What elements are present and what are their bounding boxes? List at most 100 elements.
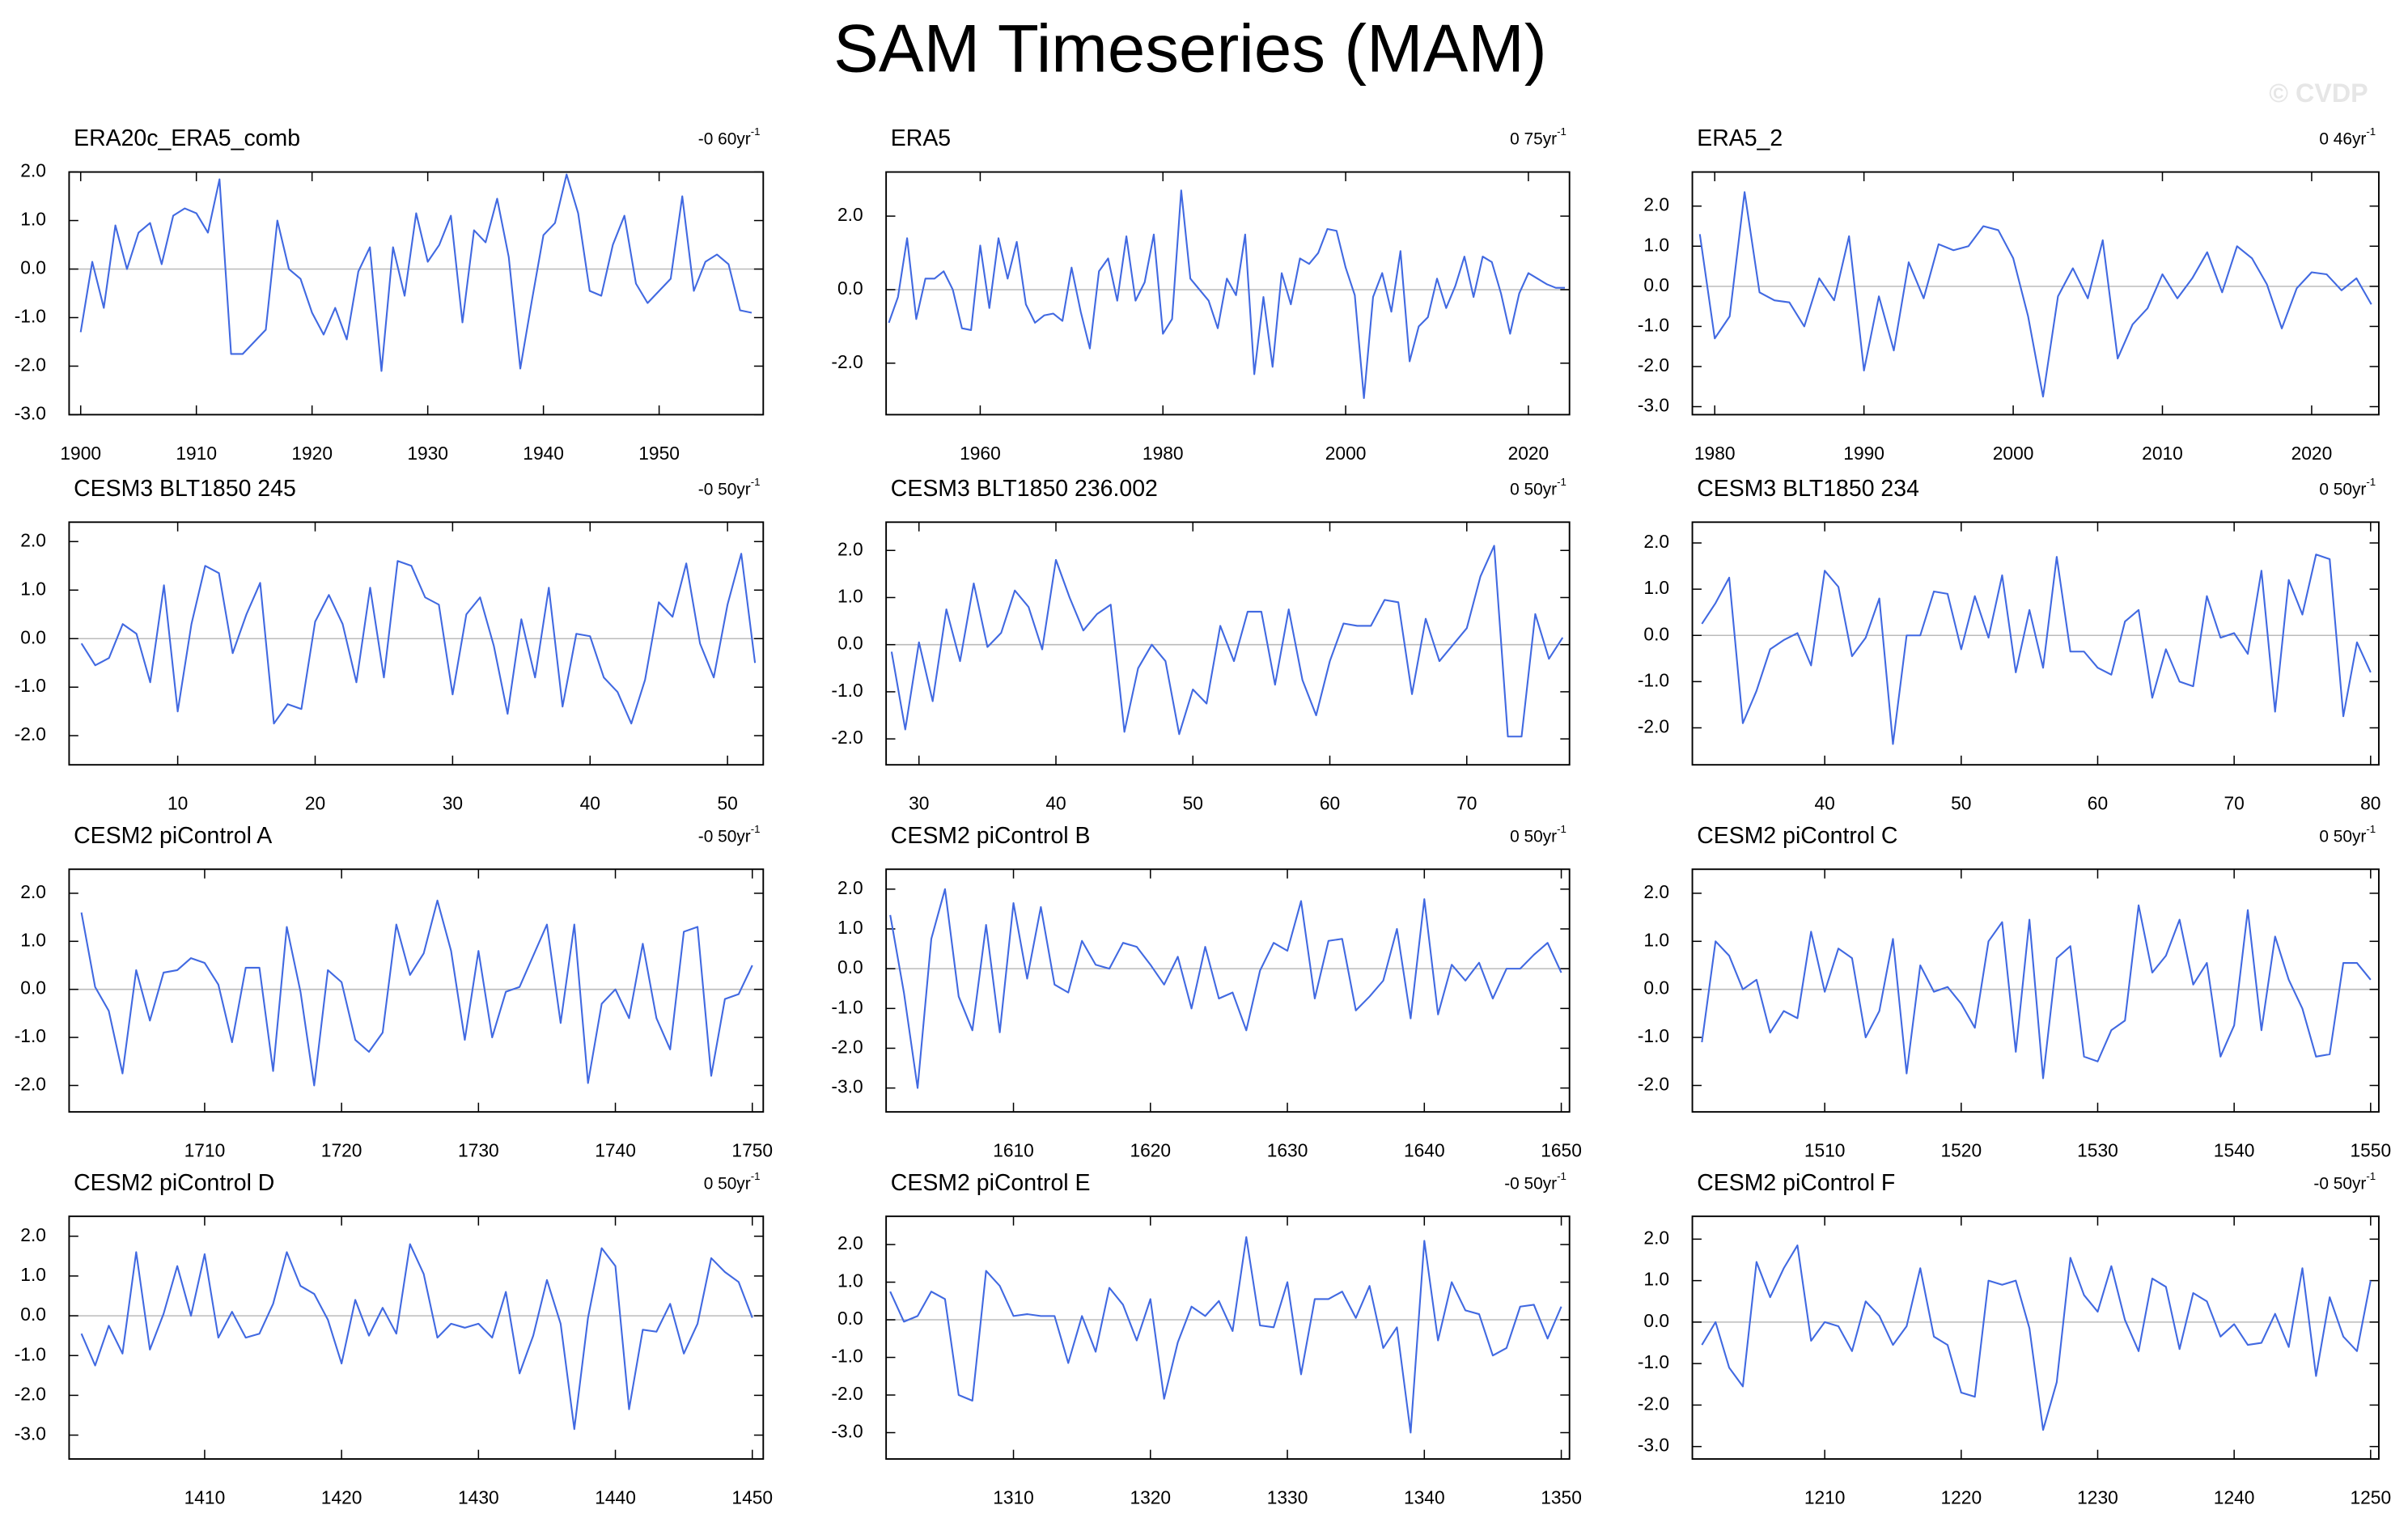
series-line	[889, 1236, 1562, 1434]
y-tick-label: 1.0	[837, 917, 863, 938]
y-tick-label: 0.0	[1643, 977, 1669, 999]
y-tick-label: 1.0	[837, 585, 863, 606]
y-tick-label: -1.0	[15, 1343, 46, 1364]
series-line	[889, 888, 1562, 1089]
x-tick-label: 60	[1320, 793, 1340, 814]
x-tick-label: 1910	[176, 443, 217, 464]
panel-title: CESM3 BLT1850 234	[1697, 476, 1919, 502]
trend-value: 0 50yr	[2319, 827, 2366, 846]
y-tick-label: 0.0	[837, 956, 863, 977]
x-tick-label: 2020	[2291, 443, 2333, 464]
trend-exponent: -1	[1557, 822, 1566, 834]
y-tick-label: 1.0	[1643, 929, 1669, 950]
y-tick-label: -2.0	[15, 723, 46, 744]
trend-value: 0 50yr	[2319, 480, 2366, 498]
series-line	[890, 545, 1564, 738]
y-tick-label: 1.0	[837, 1270, 863, 1291]
figure-title: SAM Timeseries (MAM)	[833, 10, 1546, 86]
x-tick-label: 1420	[321, 1486, 362, 1507]
y-tick-label: 0.0	[837, 278, 863, 299]
x-tick-label: 1220	[1940, 1486, 1982, 1507]
x-tick-label: 50	[1183, 793, 1203, 814]
x-tick-label: 1430	[458, 1486, 499, 1507]
trend-value: 0 50yr	[1510, 480, 1557, 498]
x-tick-label: 1980	[1143, 443, 1184, 464]
trend-label: 0 50yr-1	[2319, 475, 2376, 498]
y-tick-label: -1.0	[1638, 1025, 1669, 1046]
x-tick-label: 1330	[1267, 1486, 1308, 1507]
x-tick-label: 70	[2224, 793, 2244, 814]
y-tick-label: 2.0	[1643, 531, 1669, 552]
x-tick-label: 1250	[2350, 1486, 2391, 1507]
x-tick-label: 1550	[2350, 1139, 2391, 1160]
panel: CESM2 piControl D 0 50yr-1 -3.0 -2.0 -1.0 0.0…	[15, 1169, 773, 1507]
y-tick-label: -3.0	[831, 1421, 863, 1442]
x-tick-label: 40	[1045, 793, 1066, 814]
panel-title: ERA20c_ERA5_comb	[74, 125, 300, 151]
panel: CESM2 piControl A -0 50yr-1 -2.0 -1.0 0.0 1.0…	[15, 822, 773, 1160]
x-tick-label: 1340	[1404, 1486, 1445, 1507]
y-tick-label: -1.0	[15, 306, 46, 327]
trend-label: 0 50yr-1	[2319, 822, 2376, 845]
x-tick-label: 1950	[638, 443, 680, 464]
trend-exponent: -1	[1557, 1169, 1566, 1181]
x-tick-label: 70	[1456, 793, 1477, 814]
y-tick-label: 1.0	[1643, 1269, 1669, 1290]
y-tick-label: -1.0	[1638, 1351, 1669, 1372]
panel: CESM2 piControl B 0 50yr-1 -3.0 -2.0 -1.0 0.0…	[831, 822, 1581, 1160]
trend-exponent: -1	[751, 475, 761, 487]
y-tick-label: -1.0	[15, 1025, 46, 1046]
y-tick-label: -2.0	[831, 727, 863, 748]
x-tick-label: 1510	[1804, 1139, 1846, 1160]
x-tick-label: 1960	[960, 443, 1001, 464]
panel: CESM3 BLT1850 234 0 50yr-1 -2.0 -1.0 0.0 1.0 2…	[1638, 475, 2381, 813]
y-tick-label: 0.0	[837, 633, 863, 654]
plot-frame	[1691, 1215, 2380, 1461]
panel-title: CESM2 piControl E	[891, 1170, 1091, 1196]
panel: ERA20c_ERA5_comb -0 60yr-1 -3.0 -2.0 -1.0 0.0…	[15, 125, 765, 464]
plot-frame	[885, 521, 1571, 766]
trend-value: -0 50yr	[2313, 1174, 2366, 1193]
y-tick-label: 2.0	[20, 529, 46, 550]
y-tick-label: 2.0	[1643, 881, 1669, 902]
y-tick-label: -1.0	[1638, 669, 1669, 690]
x-tick-label: 1530	[2077, 1139, 2118, 1160]
y-tick-label: -1.0	[15, 675, 46, 696]
panel-title: CESM2 piControl F	[1697, 1170, 1895, 1196]
y-tick-label: 2.0	[1643, 194, 1669, 215]
x-tick-label: 1990	[1843, 443, 1884, 464]
trend-value: -0 50yr	[1504, 1174, 1557, 1193]
x-tick-label: 2000	[1325, 443, 1367, 464]
x-tick-label: 1740	[595, 1139, 636, 1160]
trend-value: 0 46yr	[2319, 129, 2366, 148]
y-tick-label: -1.0	[831, 680, 863, 701]
x-tick-label: 1930	[407, 443, 448, 464]
y-tick-label: -1.0	[831, 996, 863, 1017]
y-tick-label: 0.0	[20, 257, 46, 278]
y-tick-label: -1.0	[831, 1346, 863, 1367]
x-tick-label: 1610	[993, 1139, 1034, 1160]
y-tick-label: -2.0	[831, 1036, 863, 1057]
y-tick-label: 1.0	[20, 578, 46, 599]
trend-exponent: -1	[2366, 125, 2376, 138]
plot-frame	[68, 1215, 765, 1461]
x-tick-label: 1310	[993, 1486, 1034, 1507]
y-tick-label: 2.0	[1643, 1227, 1669, 1248]
trend-value: -0 60yr	[698, 129, 751, 148]
panel-title: CESM2 piControl C	[1697, 823, 1897, 849]
y-tick-label: -3.0	[15, 402, 46, 423]
x-tick-label: 1440	[595, 1486, 636, 1507]
y-tick-label: 1.0	[1643, 577, 1669, 598]
y-tick-label: 2.0	[20, 1224, 46, 1245]
y-tick-label: 1.0	[1643, 234, 1669, 255]
y-tick-label: 0.0	[837, 1308, 863, 1329]
plot-frame	[68, 171, 765, 416]
trend-label: -0 50yr-1	[698, 475, 761, 498]
x-tick-label: 40	[1814, 793, 1834, 814]
series-line	[1701, 904, 2372, 1079]
y-tick-label: -1.0	[1638, 314, 1669, 335]
x-tick-label: 80	[2360, 793, 2380, 814]
panel: CESM2 piControl F -0 50yr-1 -3.0 -2.0 -1.0 0.…	[1638, 1169, 2391, 1507]
series-line	[80, 899, 753, 1087]
y-tick-label: 0.0	[20, 977, 46, 999]
